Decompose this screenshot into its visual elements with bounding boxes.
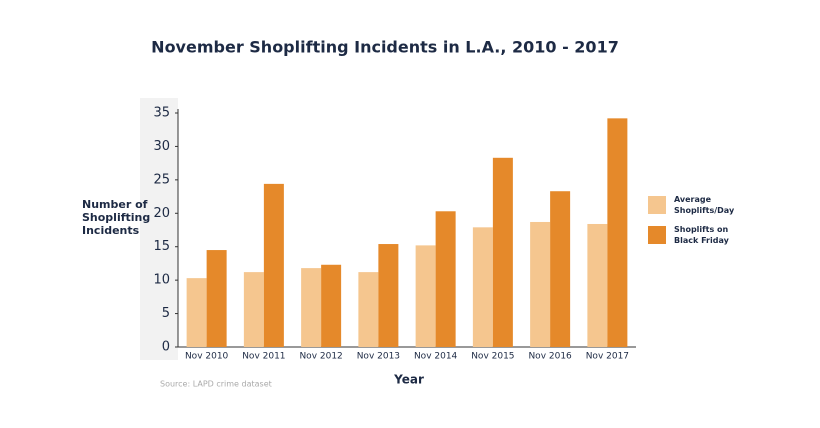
y-tick-label: 25 — [153, 172, 170, 187]
x-tick-label: Nov 2016 — [528, 352, 572, 362]
axis-panel — [140, 98, 178, 360]
x-axis-label: Year — [393, 373, 424, 387]
y-tick-label: 0 — [162, 340, 170, 355]
x-tick-label: Nov 2015 — [471, 352, 514, 362]
legend-label: Average Shoplifts/Day — [674, 195, 735, 215]
bar — [415, 245, 436, 347]
legend-swatch — [648, 226, 666, 244]
y-tick-label: 15 — [153, 239, 170, 254]
y-tick-label: 35 — [153, 106, 170, 121]
y-tick-label: 10 — [153, 273, 170, 288]
bar — [472, 227, 493, 347]
chart-title: November Shoplifting Incidents in L.A., … — [151, 38, 619, 57]
source-note: Source: LAPD crime dataset — [160, 380, 272, 389]
bar — [206, 250, 227, 347]
x-tick-label: Nov 2017 — [586, 352, 629, 362]
bar — [186, 278, 207, 347]
x-tick-label: Nov 2011 — [242, 352, 285, 362]
bar — [492, 157, 513, 347]
x-tick-label: Nov 2013 — [357, 352, 400, 362]
bar — [358, 272, 379, 347]
bar — [243, 272, 264, 347]
bar — [550, 191, 571, 347]
bar — [587, 223, 608, 347]
legend-swatch — [648, 196, 666, 214]
bar — [530, 221, 551, 347]
bar — [321, 264, 342, 347]
bar — [435, 211, 456, 347]
x-tick-label: Nov 2012 — [299, 352, 342, 362]
y-tick-label: 30 — [153, 139, 170, 154]
x-tick-label: Nov 2010 — [185, 352, 229, 362]
y-tick-label: 20 — [153, 206, 170, 221]
y-axis-label: Number of Shoplifting Incidents — [82, 198, 151, 237]
bar — [378, 244, 399, 347]
bar — [607, 118, 628, 347]
bar — [263, 183, 284, 347]
legend-label: Shoplifts on Black Friday — [674, 225, 729, 245]
y-tick-label: 5 — [162, 306, 170, 321]
bar — [301, 268, 322, 347]
x-tick-label: Nov 2014 — [414, 352, 458, 362]
